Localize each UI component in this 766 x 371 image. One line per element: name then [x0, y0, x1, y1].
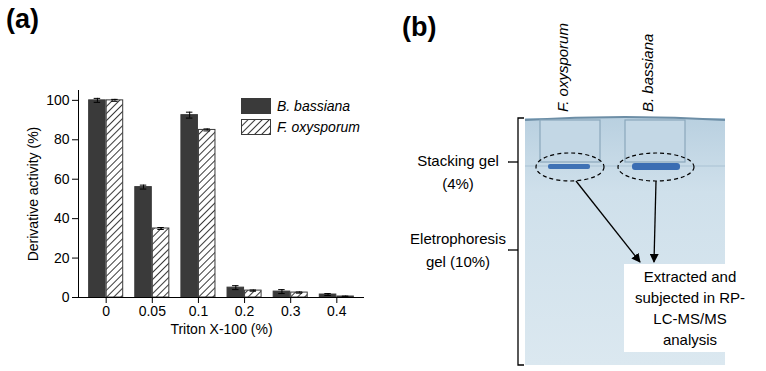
- svg-text:(4%): (4%): [442, 175, 474, 192]
- svg-text:Triton X-100 (%): Triton X-100 (%): [170, 321, 272, 337]
- html-text:B. bassiana: B. bassiana: [277, 98, 351, 114]
- svg-text:0.1: 0.1: [189, 303, 209, 319]
- svg-text:Extracted and: Extracted and: [644, 268, 737, 285]
- svg-text:gel (10%): gel (10%): [426, 253, 490, 270]
- html-text:F. oxysporum: F. oxysporum: [277, 119, 360, 135]
- svg-text:80: 80: [54, 131, 70, 147]
- svg-text:Derivative activity (%): Derivative activity (%): [25, 127, 41, 262]
- svg-text:F. oxysporum: F. oxysporum: [554, 23, 571, 112]
- svg-text:0.3: 0.3: [281, 303, 301, 319]
- svg-text:Eletrophoresis: Eletrophoresis: [410, 230, 506, 247]
- svg-text:0.2: 0.2: [235, 303, 255, 319]
- svg-text:B. bassiana: B. bassiana: [639, 34, 656, 112]
- svg-text:subjected in RP-: subjected in RP-: [635, 289, 745, 306]
- svg-text:20: 20: [54, 250, 70, 266]
- svg-text:0: 0: [102, 303, 110, 319]
- svg-text:100: 100: [46, 92, 70, 108]
- svg-text:0.05: 0.05: [139, 303, 166, 319]
- svg-text:LC-MS/MS: LC-MS/MS: [653, 310, 726, 327]
- svg-text:40: 40: [54, 210, 70, 226]
- svg-text:(b): (b): [402, 12, 436, 42]
- svg-text:60: 60: [54, 171, 70, 187]
- svg-text:0.4: 0.4: [327, 303, 347, 319]
- svg-text:analysis: analysis: [663, 331, 717, 348]
- html-text:(a): (a): [6, 4, 39, 34]
- svg-text:0: 0: [62, 289, 70, 305]
- svg-text:Stacking gel: Stacking gel: [417, 152, 499, 169]
